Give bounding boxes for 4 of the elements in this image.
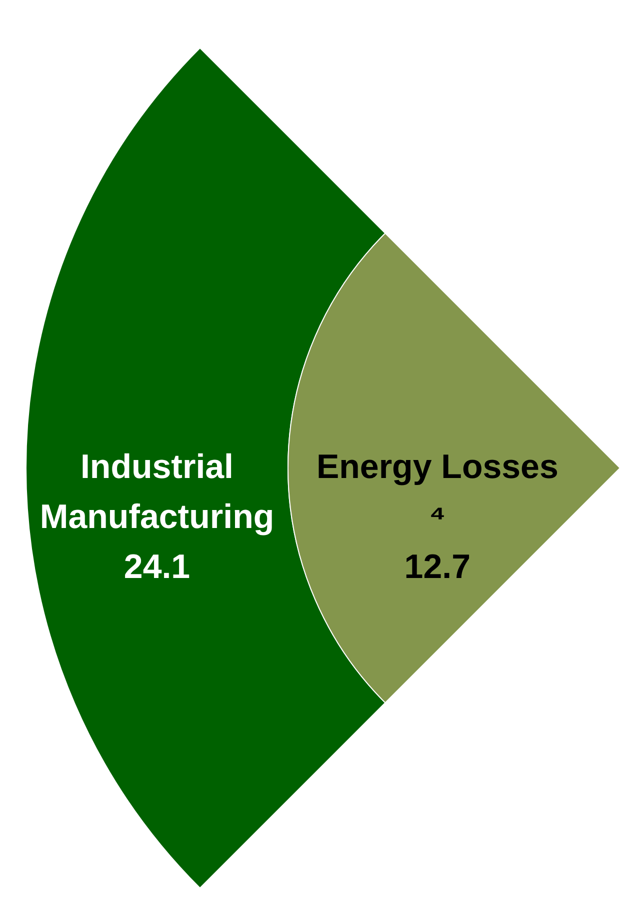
data-label: 12.7: [404, 548, 470, 586]
category-label: Energy Losses ⁴: [316, 448, 558, 536]
category-label: Industrial Manufacturing: [40, 448, 274, 536]
data-label: 24.1: [124, 548, 190, 586]
